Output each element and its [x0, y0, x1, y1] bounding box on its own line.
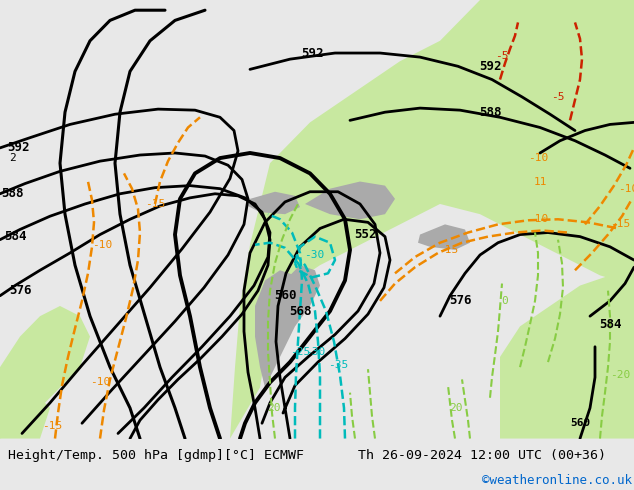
Text: 560: 560	[570, 418, 590, 428]
Text: 0: 0	[501, 296, 508, 306]
Polygon shape	[230, 0, 634, 439]
Text: 20: 20	[450, 403, 463, 413]
Text: -10: -10	[92, 240, 112, 250]
Text: -20: -20	[610, 370, 630, 380]
Text: -10: -10	[90, 377, 110, 388]
Polygon shape	[0, 306, 90, 439]
Polygon shape	[305, 181, 395, 220]
Text: -35: -35	[328, 360, 348, 370]
Text: -10: -10	[528, 214, 548, 224]
Text: 584: 584	[598, 318, 621, 331]
Text: -15: -15	[610, 220, 630, 229]
Text: -5: -5	[495, 51, 508, 61]
Polygon shape	[0, 388, 50, 439]
Polygon shape	[285, 265, 320, 326]
Text: 568: 568	[288, 305, 311, 318]
Polygon shape	[248, 192, 300, 214]
Text: 11: 11	[533, 176, 547, 187]
Text: 592: 592	[479, 60, 501, 73]
Text: -10: -10	[528, 153, 548, 163]
Text: -5: -5	[551, 92, 565, 102]
Text: 584: 584	[4, 230, 26, 243]
Text: -10: -10	[618, 184, 634, 194]
Text: -30: -30	[305, 347, 325, 357]
Text: 592: 592	[7, 142, 29, 154]
Text: 2: 2	[9, 153, 15, 163]
Text: Th 26-09-2024 12:00 UTC (00+36): Th 26-09-2024 12:00 UTC (00+36)	[358, 448, 606, 462]
Text: -15: -15	[145, 199, 165, 209]
Polygon shape	[418, 224, 470, 250]
Polygon shape	[500, 265, 634, 439]
Text: 560: 560	[274, 289, 296, 302]
Text: -30: -30	[304, 250, 324, 260]
Text: 588: 588	[479, 106, 501, 119]
Text: 552: 552	[354, 228, 376, 241]
Text: Height/Temp. 500 hPa [gdmp][°C] ECMWF: Height/Temp. 500 hPa [gdmp][°C] ECMWF	[8, 448, 304, 462]
Text: -15: -15	[438, 245, 458, 255]
Text: -15: -15	[42, 421, 62, 431]
Text: 576: 576	[9, 284, 31, 297]
Text: 588: 588	[1, 187, 23, 200]
Polygon shape	[255, 270, 300, 388]
Text: 20: 20	[268, 403, 281, 413]
Text: -25: -25	[290, 347, 310, 357]
Text: 592: 592	[301, 47, 323, 59]
Text: 576: 576	[449, 294, 471, 307]
Text: ©weatheronline.co.uk: ©weatheronline.co.uk	[482, 474, 632, 487]
